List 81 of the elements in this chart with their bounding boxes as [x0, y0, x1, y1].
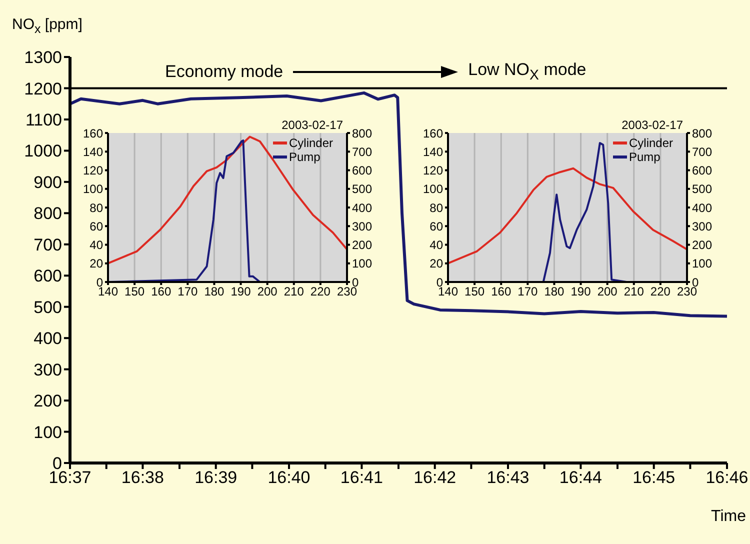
- x-tick-label: 16:46: [706, 468, 748, 488]
- x-tick-label: 160: [491, 284, 512, 299]
- y2-tick-label: 500: [352, 182, 372, 196]
- x-tick-label: 170: [178, 284, 198, 299]
- x-tick-label: 190: [570, 284, 592, 299]
- y-tick-label: 20: [430, 256, 444, 271]
- y2-tick-label: 500: [692, 182, 712, 196]
- x-tick-label: 150: [464, 284, 485, 299]
- x-tick-label: 16:38: [121, 468, 164, 488]
- y-tick-label: 400: [34, 329, 62, 348]
- x-tick-label: 170: [518, 284, 538, 299]
- y-tick-label: 40: [430, 238, 444, 252]
- annotation: Low NO$_{X}$ mode: [468, 60, 586, 84]
- y-tick-label: 900: [34, 172, 62, 192]
- y2-tick-label: 800: [692, 126, 712, 140]
- y-axis-title: NO$_{x}$ [ppm]: [12, 16, 82, 36]
- x-tick-label: 160: [151, 284, 172, 299]
- y-tick-label: 120: [422, 164, 444, 178]
- x-tick-label: 220: [310, 284, 331, 299]
- y-tick-label: 120: [82, 164, 104, 178]
- y2-tick-label: 300: [352, 219, 372, 234]
- annotation: 2003-02-17: [282, 118, 344, 132]
- y-tick-label: 800: [34, 204, 62, 224]
- y2-tick-label: 700: [352, 144, 372, 159]
- y-tick-label: 300: [34, 360, 62, 380]
- y-tick-label: 100: [82, 182, 104, 196]
- x-tick-label: 200: [597, 284, 618, 299]
- y2-tick-label: 100: [692, 256, 712, 271]
- x-tick-label: 220: [650, 284, 671, 299]
- x-tick-label: 180: [544, 284, 565, 299]
- legend-label: Cylinder: [289, 136, 334, 150]
- y-tick-label: 60: [90, 219, 104, 234]
- y2-tick-label: 600: [692, 164, 712, 178]
- y-tick-label: 160: [422, 126, 444, 140]
- legend-label: Pump: [289, 150, 320, 164]
- x-tick-label: 210: [624, 284, 644, 299]
- x-tick-label: 200: [257, 284, 278, 299]
- y-tick-label: 160: [82, 126, 104, 140]
- x-tick-label: 16:37: [48, 468, 92, 488]
- y-tick-label: 60: [430, 219, 444, 234]
- y2-tick-label: 400: [352, 200, 372, 215]
- y-tick-label: 80: [430, 200, 444, 215]
- y2-tick-label: 200: [692, 238, 712, 252]
- y-tick-label: 1100: [25, 110, 62, 130]
- y-tick-label: 1200: [24, 79, 62, 98]
- y2-tick-label: 800: [352, 126, 372, 140]
- y-tick-label: 700: [34, 235, 62, 254]
- y2-tick-label: 400: [692, 200, 712, 215]
- x-tick-label: 16:43: [486, 468, 530, 488]
- y-tick-label: 200: [34, 392, 62, 411]
- x-tick-label: 16:45: [632, 468, 676, 488]
- y-tick-label: 1000: [24, 142, 62, 161]
- y-tick-label: 80: [90, 200, 104, 215]
- x-tick-label: 16:41: [340, 468, 383, 488]
- y2-tick-label: 600: [352, 164, 372, 178]
- y-tick-label: 1300: [24, 48, 62, 68]
- x-tick-label: 16:40: [268, 468, 310, 488]
- y-tick-label: 20: [90, 256, 104, 271]
- y-tick-label: 140: [422, 144, 444, 159]
- y2-tick-label: 200: [352, 238, 372, 252]
- legend-label: Cylinder: [629, 136, 674, 150]
- x-tick-label: 150: [124, 284, 145, 299]
- x-tick-label: 180: [204, 284, 225, 299]
- x-axis-title: Time: [711, 508, 746, 526]
- y2-tick-label: 700: [692, 144, 712, 159]
- annotation: 2003-02-17: [622, 118, 684, 132]
- y2-tick-label: 100: [352, 256, 372, 271]
- y2-tick-label: 300: [692, 219, 712, 234]
- y-tick-label: 140: [82, 144, 104, 159]
- x-tick-label: 16:39: [194, 468, 238, 488]
- y-tick-label: 40: [90, 238, 104, 252]
- x-tick-label: 190: [230, 284, 252, 299]
- annotation: Economy mode: [165, 62, 284, 82]
- legend-label: Pump: [629, 150, 660, 164]
- x-tick-label: 16:44: [559, 468, 602, 488]
- y-tick-label: 100: [34, 422, 62, 442]
- y-tick-label: 600: [34, 266, 62, 286]
- x-tick-label: 16:42: [414, 468, 456, 488]
- x-tick-label: 210: [284, 284, 304, 299]
- y-tick-label: 100: [422, 182, 444, 196]
- y-tick-label: 500: [34, 298, 62, 317]
